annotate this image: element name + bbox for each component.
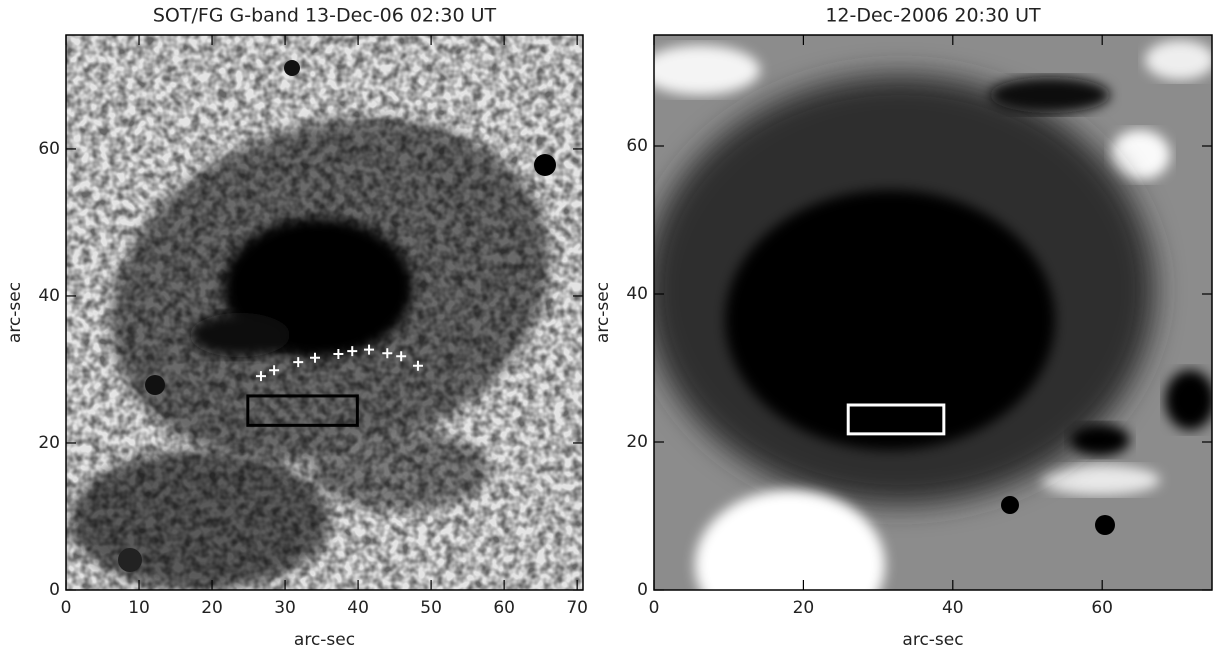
y-tick-label: 20	[626, 432, 648, 452]
plus-marker	[347, 346, 358, 357]
plot-frame	[65, 34, 584, 591]
y-tick-label: 40	[626, 284, 648, 304]
y-axis-label: arc-sec	[5, 282, 25, 343]
chart-title: SOT/FG G-band 13-Dec-06 02:30 UT	[153, 5, 497, 27]
plus-marker	[382, 348, 393, 359]
x-tick-label: 0	[61, 598, 72, 618]
plus-marker	[269, 365, 280, 376]
plus-marker	[396, 351, 407, 362]
y-tick-label: 60	[626, 136, 648, 156]
y-tick-label: 0	[637, 580, 648, 600]
x-tick-label: 40	[942, 598, 964, 618]
x-tick-label: 30	[274, 598, 296, 618]
plus-marker	[333, 349, 344, 360]
x-tick-label: 10	[128, 598, 150, 618]
x-tick-label: 70	[566, 598, 588, 618]
plus-marker	[255, 371, 266, 382]
x-axis-label: arc-sec	[294, 630, 355, 650]
plus-marker	[412, 360, 423, 371]
x-tick-label: 60	[493, 598, 515, 618]
plus-marker	[310, 352, 321, 363]
plus-marker	[293, 357, 304, 368]
region-box	[246, 394, 359, 427]
chart-title: 12-Dec-2006 20:30 UT	[825, 5, 1041, 27]
y-axis-label: arc-sec	[593, 282, 613, 343]
region-box	[846, 403, 946, 436]
x-axis-label: arc-sec	[902, 630, 963, 650]
x-tick-label: 40	[347, 598, 369, 618]
plot-frame	[653, 34, 1213, 591]
x-tick-label: 0	[649, 598, 660, 618]
plus-marker	[364, 344, 375, 355]
x-tick-label: 20	[793, 598, 815, 618]
g-band-image	[66, 35, 583, 590]
y-tick-label: 20	[38, 433, 60, 453]
x-tick-label: 60	[1091, 598, 1113, 618]
y-tick-label: 40	[38, 286, 60, 306]
y-tick-label: 0	[49, 580, 60, 600]
magnetogram-image	[654, 35, 1212, 590]
x-tick-label: 50	[420, 598, 442, 618]
y-tick-label: 60	[38, 139, 60, 159]
x-tick-label: 20	[201, 598, 223, 618]
